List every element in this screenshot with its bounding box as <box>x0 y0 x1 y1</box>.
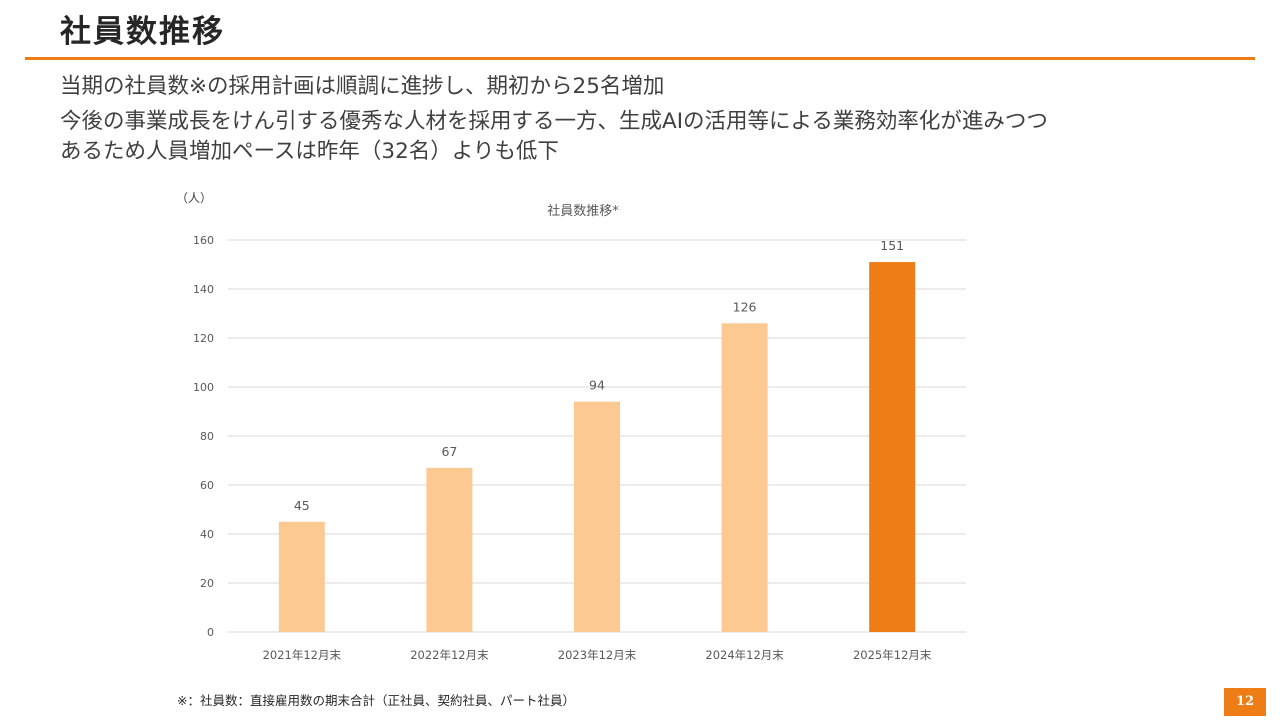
y-tick-label: 160 <box>193 234 214 247</box>
x-tick-label: 2023年12月末 <box>558 648 637 662</box>
y-tick-label: 20 <box>200 577 214 590</box>
x-tick-label: 2021年12月末 <box>263 648 342 662</box>
data-label: 45 <box>294 498 310 513</box>
summary-point-2-line-1: 今後の事業成長をけん引する優秀な人材を採用する一方、生成AIの活用等による業務効… <box>60 109 1048 134</box>
data-label: 67 <box>441 444 457 459</box>
y-tick-label: 80 <box>200 430 214 443</box>
page-number-badge: 12 <box>1224 688 1266 716</box>
summary-point-1: 当期の社員数※の採用計画は順調に進捗し、期初から25名増加 <box>60 74 665 99</box>
data-label: 151 <box>880 238 904 253</box>
x-tick-label: 2025年12月末 <box>853 648 932 662</box>
y-tick-label: 100 <box>193 381 214 394</box>
bar <box>426 467 473 632</box>
y-tick-label: 140 <box>193 283 214 296</box>
x-tick-label: 2024年12月末 <box>705 648 784 662</box>
y-tick-label: 60 <box>200 479 214 492</box>
data-label: 94 <box>589 378 605 393</box>
footnote: ※：社員数：直接雇用数の期末合計（正社員、契約社員、パート社員） <box>177 693 575 708</box>
y-axis-unit-label: （人） <box>176 191 212 205</box>
y-tick-label: 40 <box>200 528 214 541</box>
y-tick-label: 0 <box>207 626 214 639</box>
x-tick-label: 2022年12月末 <box>410 648 489 662</box>
summary-point-2-line-2: あるため人員増加ペースは昨年（32名）よりも低下 <box>60 139 559 164</box>
summary-text: 当期の社員数※の採用計画は順調に進捗し、期初から25名増加 今後の事業成長をけん… <box>60 72 1240 167</box>
data-label: 126 <box>733 299 757 314</box>
chart-title: 社員数推移* <box>547 203 619 219</box>
summary-point-2: 今後の事業成長をけん引する優秀な人材を採用する一方、生成AIの活用等による業務効… <box>60 107 1240 167</box>
bar-current-period <box>869 262 916 632</box>
bar <box>721 323 768 632</box>
y-tick-label: 120 <box>193 332 214 345</box>
bar <box>278 521 325 632</box>
bar <box>574 401 620 632</box>
title-underline <box>25 57 1255 60</box>
page-title: 社員数推移 <box>60 14 225 50</box>
